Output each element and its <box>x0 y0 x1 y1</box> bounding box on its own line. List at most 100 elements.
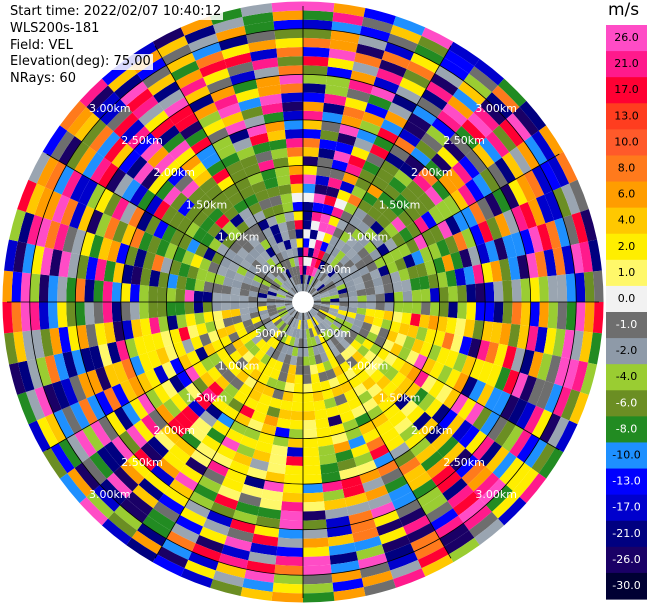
velocity-gate <box>323 397 337 409</box>
velocity-gate <box>303 65 328 76</box>
velocity-gate <box>81 119 107 147</box>
velocity-gate <box>303 365 311 375</box>
velocity-gate <box>275 303 286 308</box>
velocity-gate <box>289 308 297 316</box>
velocity-gate <box>394 257 407 272</box>
velocity-gate <box>411 289 422 302</box>
velocity-gate <box>560 183 581 215</box>
velocity-gate <box>271 243 281 255</box>
range-ring-label: 2.50km <box>443 134 485 147</box>
velocity-gate <box>438 286 449 302</box>
velocity-gate <box>373 135 395 153</box>
velocity-gate <box>129 397 149 420</box>
velocity-gate <box>221 302 231 311</box>
velocity-gate <box>338 305 349 312</box>
velocity-gate <box>394 136 416 155</box>
velocity-gate <box>524 136 548 166</box>
velocity-gate <box>248 302 258 308</box>
velocity-gate <box>414 44 445 66</box>
velocity-gate <box>359 561 391 579</box>
velocity-gate <box>193 102 218 121</box>
velocity-gate <box>366 183 384 199</box>
velocity-gate <box>94 258 108 282</box>
velocity-gate <box>334 316 345 325</box>
velocity-gate <box>375 167 395 185</box>
velocity-gate <box>547 275 559 302</box>
velocity-gate <box>345 426 363 441</box>
velocity-gate <box>305 265 311 276</box>
velocity-gate <box>485 484 513 512</box>
velocity-gate <box>106 105 133 132</box>
velocity-gate <box>502 280 513 302</box>
velocity-gate <box>166 52 196 74</box>
velocity-gate <box>534 250 548 278</box>
velocity-gate <box>329 335 340 347</box>
velocity-gate <box>184 499 211 519</box>
velocity-gate <box>193 302 204 314</box>
velocity-gate <box>268 287 279 294</box>
velocity-gate <box>336 328 348 339</box>
velocity-gate <box>199 371 216 388</box>
velocity-gate <box>244 21 275 35</box>
field-text: Field: VEL <box>8 38 75 54</box>
velocity-gate <box>282 281 291 290</box>
velocity-gate <box>126 425 148 449</box>
velocity-gate <box>103 192 122 217</box>
velocity-gate <box>427 344 442 362</box>
velocity-gate <box>358 420 376 436</box>
range-ring <box>211 210 395 394</box>
velocity-gate <box>107 341 122 364</box>
velocity-gate <box>242 12 274 26</box>
velocity-gate <box>481 262 494 283</box>
colorbar-swatch <box>606 155 647 183</box>
velocity-gate <box>327 326 337 336</box>
velocity-gate <box>308 327 315 338</box>
velocity-gate <box>342 172 359 186</box>
velocity-gate <box>207 459 229 477</box>
velocity-gate <box>288 428 303 439</box>
velocity-gate <box>450 251 464 270</box>
velocity-gate <box>140 414 161 437</box>
velocity-gate <box>239 288 250 297</box>
velocity-gate <box>17 211 35 244</box>
velocity-gate <box>277 307 287 314</box>
velocity-gate <box>35 356 52 387</box>
velocity-gate <box>296 238 303 248</box>
velocity-gate <box>53 409 75 439</box>
velocity-gate <box>249 48 278 62</box>
velocity-gate <box>111 383 130 407</box>
velocity-gate <box>269 283 280 291</box>
colorbar-tick-label: -8.0 <box>616 422 637 435</box>
velocity-gate <box>491 85 520 114</box>
velocity-gate <box>310 291 319 298</box>
velocity-gate <box>377 228 392 244</box>
velocity-gate <box>275 274 285 284</box>
velocity-gate <box>450 189 469 211</box>
velocity-gate <box>345 163 363 178</box>
velocity-gate <box>283 353 292 365</box>
velocity-gate <box>266 294 277 300</box>
velocity-gate <box>199 216 216 233</box>
velocity-gate <box>138 352 154 373</box>
velocity-gate <box>278 288 288 295</box>
velocity-gate <box>418 393 436 412</box>
velocity-gate <box>311 382 322 393</box>
velocity-gate <box>348 79 374 95</box>
velocity-gate <box>262 332 273 343</box>
velocity-gate <box>140 139 163 162</box>
velocity-gate <box>248 388 263 402</box>
velocity-gate <box>216 143 237 161</box>
velocity-gate <box>324 506 349 520</box>
velocity-gate <box>280 260 289 271</box>
velocity-gate <box>274 564 303 576</box>
velocity-gate <box>79 497 108 526</box>
velocity-gate <box>178 262 191 278</box>
velocity-gate <box>303 283 305 293</box>
velocity-gate <box>352 527 379 543</box>
range-ring <box>257 256 349 348</box>
velocity-gate <box>351 404 367 419</box>
velocity-gate <box>406 221 422 239</box>
velocity-gate <box>303 311 305 321</box>
velocity-gate <box>271 1 303 13</box>
velocity-gate <box>195 50 225 70</box>
